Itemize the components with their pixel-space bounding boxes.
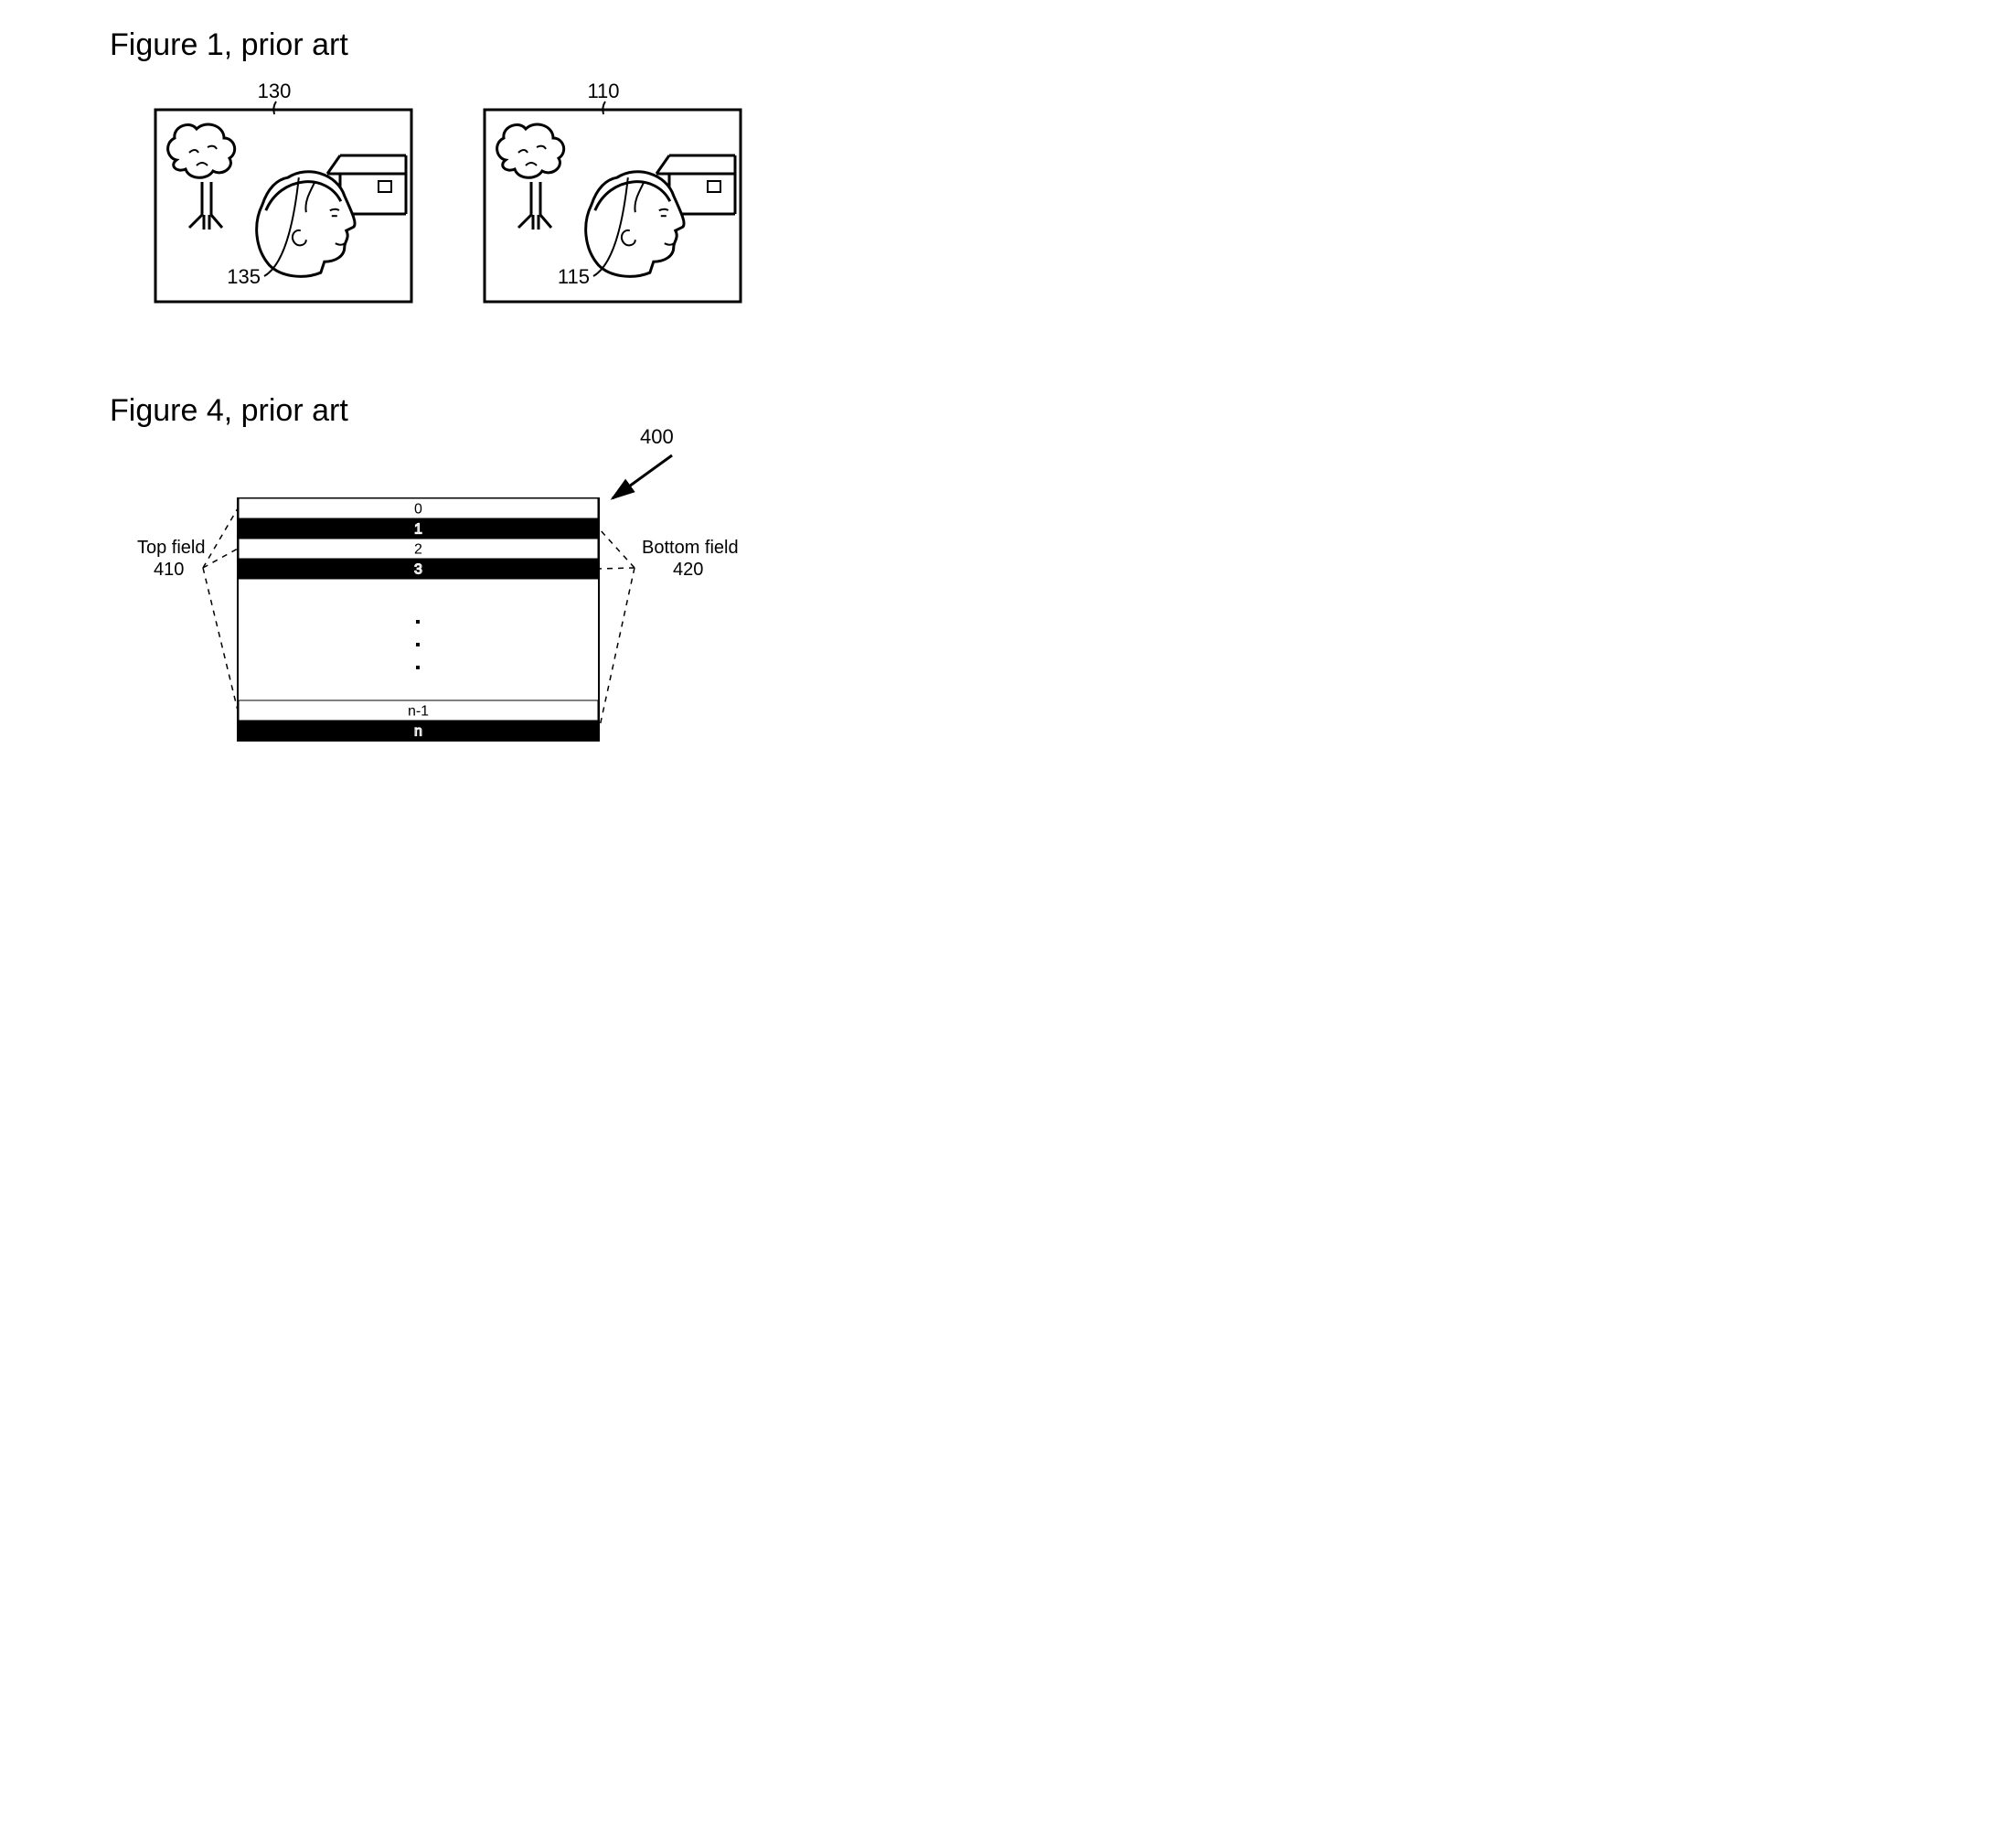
bottom-field-label: Bottom field (642, 538, 739, 558)
tree-icon (168, 124, 235, 177)
ellipsis-dot (416, 620, 420, 624)
figure-1-title: Figure 1, prior art (110, 27, 348, 62)
figure-1-panel-left: 130 135 (155, 80, 411, 302)
scanline-label: 3 (414, 562, 422, 578)
reference-numeral: 130 (258, 80, 292, 102)
figure-4-title: Figure 4, prior art (110, 393, 348, 428)
top-field-label: Top field (137, 538, 206, 558)
field-leader-line (599, 529, 635, 568)
reference-numeral: 110 (587, 80, 619, 102)
window-icon (379, 181, 391, 192)
figure-4: 0 1 2 3 n-1 n Top field410 Bottom field420 400 (137, 425, 739, 741)
ellipsis-dot (416, 643, 420, 646)
field-leader-line (203, 568, 238, 710)
ellipsis-dot (416, 666, 420, 669)
field-leader-line (599, 568, 635, 569)
field-leader-line (203, 549, 238, 568)
scanline-label: 0 (414, 502, 422, 518)
reference-numeral: 115 (558, 265, 590, 288)
scanline-label: n (414, 724, 422, 740)
diagram-canvas: Figure 1, prior art130135110115Figure 4,… (0, 0, 878, 796)
tree-icon (497, 124, 564, 177)
scanline-label: 1 (414, 522, 422, 538)
window-icon (708, 181, 720, 192)
bottom-field-ref: 420 (673, 560, 703, 580)
top-field-ref: 410 (154, 560, 184, 580)
scanline-label: 2 (414, 542, 422, 558)
arrow-400 (613, 455, 672, 498)
reference-numeral: 135 (227, 265, 261, 288)
field-leader-line (599, 568, 635, 731)
figure-1-panel-right: 110 115 (485, 80, 741, 302)
reference-numeral-400: 400 (640, 425, 674, 448)
field-leader-line (203, 508, 238, 568)
head-icon (257, 172, 355, 277)
head-icon (586, 172, 684, 277)
scanline-label: n-1 (408, 704, 429, 720)
